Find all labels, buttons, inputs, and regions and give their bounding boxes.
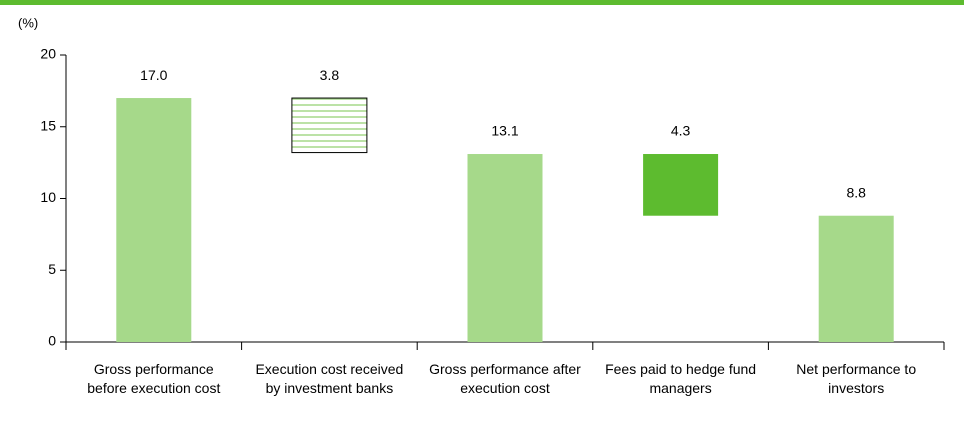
y-tick-label: 5 <box>48 261 56 277</box>
header-rule <box>0 0 964 5</box>
value-label: 4.3 <box>671 123 691 139</box>
bar <box>818 215 894 342</box>
y-tick-label: 20 <box>40 46 56 62</box>
x-tick-label: Net performance to investors <box>796 361 917 396</box>
bar <box>643 154 719 216</box>
value-label: 8.8 <box>846 184 866 200</box>
value-label: 13.1 <box>491 123 518 139</box>
value-label: 3.8 <box>320 67 340 83</box>
x-tick-label: Gross performance after execution cost <box>429 361 581 396</box>
y-tick-label: 0 <box>48 333 56 349</box>
y-tick-label: 10 <box>40 189 56 205</box>
y-unit: (%) <box>18 15 38 30</box>
x-tick-label: Execution cost received by investment ba… <box>255 361 404 396</box>
bar <box>291 97 368 154</box>
bar <box>467 154 543 342</box>
x-tick-label: Gross performance before execution cost <box>87 361 221 396</box>
bar <box>116 98 192 342</box>
value-label: 17.0 <box>140 67 167 83</box>
x-tick-label: Fees paid to hedge fund managers <box>605 361 757 396</box>
y-tick-label: 15 <box>40 117 56 133</box>
